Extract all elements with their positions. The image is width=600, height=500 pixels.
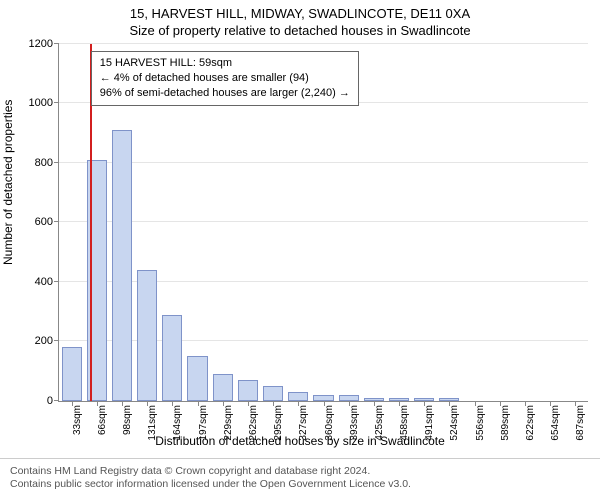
ytick-label: 0 xyxy=(47,395,53,407)
chart-bar xyxy=(62,347,82,401)
bar-slot xyxy=(437,44,462,401)
title-main: 15, HARVEST HILL, MIDWAY, SWADLINCOTE, D… xyxy=(0,6,600,21)
chart-bar xyxy=(137,270,157,401)
ytick-label: 1200 xyxy=(29,38,53,50)
annotation-box: 15 HARVEST HILL: 59sqm← 4% of detached h… xyxy=(91,51,359,106)
titles: 15, HARVEST HILL, MIDWAY, SWADLINCOTE, D… xyxy=(0,0,600,38)
ytick-label: 400 xyxy=(35,276,53,288)
annotation-line: ← 4% of detached houses are smaller (94) xyxy=(100,71,350,86)
ytick-label: 200 xyxy=(35,335,53,347)
bar-slot xyxy=(487,44,512,401)
footer: Contains HM Land Registry data © Crown c… xyxy=(0,458,600,500)
chart-plot: 02004006008001000120033sqm66sqm98sqm131s… xyxy=(58,44,588,402)
chart-wrap: Number of detached properties 0200400600… xyxy=(0,38,600,458)
y-axis-label: Number of detached properties xyxy=(1,99,15,264)
bar-slot xyxy=(412,44,437,401)
chart-bar xyxy=(238,380,258,401)
chart-bar xyxy=(263,386,283,401)
title-sub: Size of property relative to detached ho… xyxy=(0,23,600,38)
x-axis-label: Distribution of detached houses by size … xyxy=(0,434,600,448)
bar-slot xyxy=(538,44,563,401)
bar-slot xyxy=(361,44,386,401)
footer-line-2: Contains public sector information licen… xyxy=(10,478,590,492)
annotation-line: 15 HARVEST HILL: 59sqm xyxy=(100,56,350,71)
chart-bar xyxy=(187,356,207,401)
xtick-label: 98sqm xyxy=(122,405,133,435)
chart-bar xyxy=(213,374,233,401)
container: 15, HARVEST HILL, MIDWAY, SWADLINCOTE, D… xyxy=(0,0,600,500)
annotation-line: 96% of semi-detached houses are larger (… xyxy=(100,86,350,101)
chart-bar xyxy=(288,392,308,401)
footer-line-1: Contains HM Land Registry data © Crown c… xyxy=(10,465,590,479)
ytick-label: 1000 xyxy=(29,97,53,109)
chart-bar xyxy=(112,130,132,401)
xtick-label: 66sqm xyxy=(97,405,108,435)
ytick-label: 800 xyxy=(35,157,53,169)
bar-slot xyxy=(59,44,84,401)
ytick-label: 600 xyxy=(35,216,53,228)
bar-slot xyxy=(563,44,588,401)
bar-slot xyxy=(462,44,487,401)
chart-bar xyxy=(162,315,182,401)
xtick-label: 33sqm xyxy=(72,405,83,435)
bar-slot xyxy=(512,44,537,401)
bar-slot xyxy=(386,44,411,401)
